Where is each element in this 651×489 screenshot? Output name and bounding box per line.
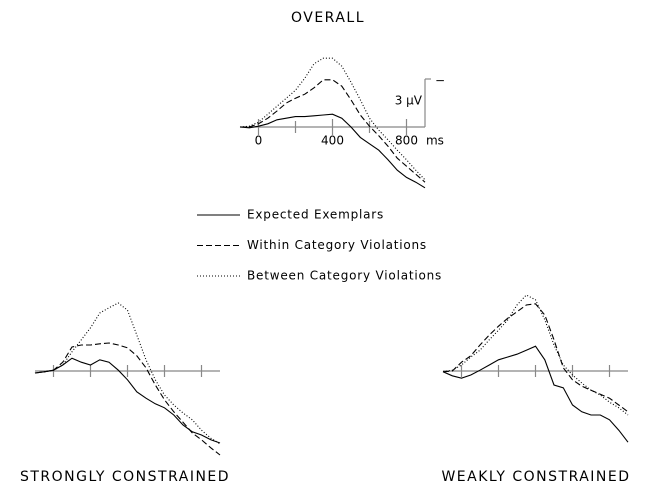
waveform [34, 342, 221, 456]
chart-title: STRONGLY CONSTRAINED [20, 469, 230, 485]
scale-sign: − [435, 74, 445, 88]
chart-title: WEAKLY CONSTRAINED [441, 469, 630, 485]
waveform [34, 302, 221, 445]
x-tick-label: 0 [255, 134, 263, 148]
waveform [442, 294, 629, 416]
legend-label: Between Category Violations [247, 269, 442, 283]
legend-label: Expected Exemplars [247, 208, 384, 222]
waveform [442, 345, 629, 443]
x-tick-label: 400 [321, 134, 344, 148]
x-tick-label: 800 [395, 134, 418, 148]
waveform [239, 57, 426, 181]
waveform [239, 113, 426, 189]
x-unit: ms [426, 134, 444, 148]
chart-title: OVERALL [291, 10, 365, 26]
scale-label: 3 μV [395, 94, 423, 108]
waveform [442, 303, 629, 413]
legend-label: Within Category Violations [247, 238, 427, 252]
